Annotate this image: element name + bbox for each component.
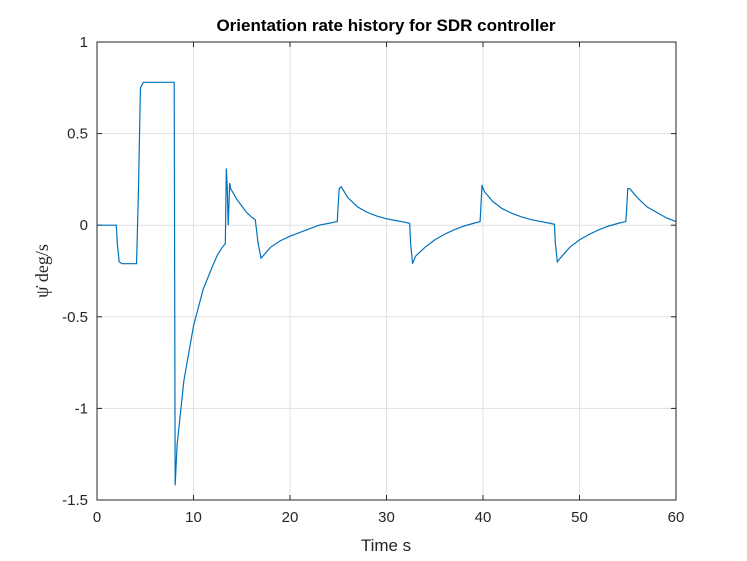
grid-lines [96,41,677,501]
x-tick-label: 10 [185,509,202,526]
y-tick-label: -1 [75,400,88,417]
x-axis-label: Time s [361,536,411,555]
x-tick-label: 60 [668,509,685,526]
y-tick-label: -1.5 [62,492,88,509]
y-tick-label: -0.5 [62,309,88,326]
plot-frame [96,41,677,501]
y-tick-label: 0.5 [67,126,88,143]
x-tick-label: 50 [571,509,588,526]
y-axis-label: ψ̇ deg/s [32,244,52,298]
x-tick-label: 20 [282,509,299,526]
y-tick-label: 0 [80,217,88,234]
chart-title: Orientation rate history for SDR control… [216,16,555,35]
x-tick-label: 0 [93,509,101,526]
axis-ticks: 0 10 20 30 40 50 60 1 0.5 0 -0.5 -1 -1.5 [62,34,684,526]
series-line-1 [97,81,677,486]
x-tick-label: 40 [475,509,492,526]
series-lines [97,81,677,486]
x-tick-label: 30 [378,509,395,526]
y-tick-label: 1 [80,34,88,51]
